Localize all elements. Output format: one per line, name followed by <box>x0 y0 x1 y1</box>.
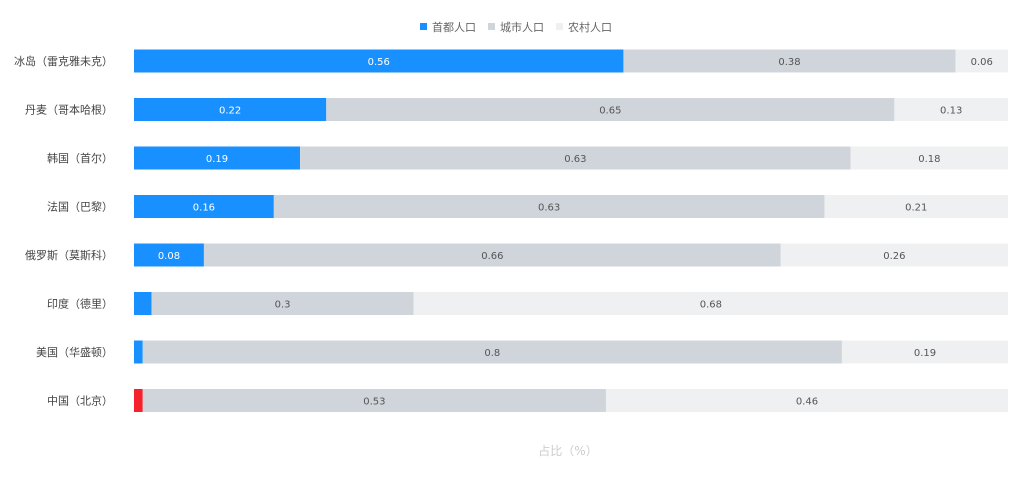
bar-segment[interactable] <box>841 340 1008 364</box>
data-label: 0.18 <box>918 154 940 165</box>
legend-swatch-2[interactable] <box>556 23 563 30</box>
legend-swatch-0[interactable] <box>420 23 427 30</box>
data-label: 0.63 <box>538 203 560 214</box>
legend-label-0[interactable]: 首都人口 <box>432 20 476 34</box>
data-label: 0.21 <box>905 203 927 214</box>
category-label: 丹麦（哥本哈根） <box>25 103 113 117</box>
category-axis: 冰岛（雷克雅未克） 丹麦（哥本哈根） 韩国（首尔） 法国（巴黎） 俄罗斯（莫斯科） 印度（… <box>14 54 113 408</box>
legend: 首都人口 城市人口 农村人口 <box>420 20 612 34</box>
category-label: 美国（华盛顿） <box>36 345 113 359</box>
bar-segment[interactable] <box>300 146 851 170</box>
category-label: 韩国（首尔） <box>47 151 113 165</box>
bar-segment[interactable] <box>134 146 301 170</box>
data-label: 0.46 <box>796 397 818 408</box>
bar-segment[interactable] <box>134 389 143 412</box>
data-label: 0.22 <box>219 106 241 117</box>
bar-segment[interactable] <box>326 98 895 121</box>
data-label: 0.16 <box>193 203 215 214</box>
data-label: 0.19 <box>206 154 228 165</box>
bar-segment[interactable] <box>151 292 414 315</box>
data-label: 0.56 <box>368 57 390 68</box>
data-label: 0.8 <box>484 348 500 359</box>
bar-segment[interactable] <box>134 49 624 73</box>
data-label: 0.66 <box>481 251 503 262</box>
legend-swatch-1[interactable] <box>488 23 495 30</box>
bar-segment[interactable] <box>850 146 1008 170</box>
x-axis-title: 占比（%） <box>538 443 597 458</box>
bar-segment[interactable] <box>142 340 842 364</box>
bar-segment[interactable] <box>134 340 143 364</box>
data-label: 0.68 <box>700 300 722 311</box>
bar-segment[interactable] <box>780 243 1008 267</box>
data-label: 0.19 <box>914 348 936 359</box>
bar-segment[interactable] <box>134 195 274 218</box>
legend-label-1[interactable]: 城市人口 <box>500 20 544 34</box>
data-label: 0.63 <box>564 154 586 165</box>
bar-segment[interactable] <box>134 292 152 315</box>
bar-segment[interactable] <box>894 98 1008 121</box>
plot-area: 0.56 0.38 0.06 0.22 0.65 0.13 0.19 0.63 0.18 0.16… <box>134 49 1008 412</box>
category-label: 中国（北京） <box>47 394 113 408</box>
category-label: 印度（德里） <box>47 297 113 311</box>
data-label: 0.65 <box>599 106 621 117</box>
category-label: 法国（巴黎） <box>47 200 113 214</box>
data-label: 0.53 <box>363 397 385 408</box>
data-label: 0.3 <box>275 300 291 311</box>
bar-segment[interactable] <box>134 243 204 267</box>
bar-segment[interactable] <box>273 195 825 218</box>
legend-label-2[interactable]: 农村人口 <box>568 20 612 34</box>
data-label: 0.08 <box>158 251 180 262</box>
category-label: 冰岛（雷克雅未克） <box>14 54 113 68</box>
data-label: 0.26 <box>883 251 905 262</box>
bar-segment[interactable] <box>203 243 781 267</box>
bar-segment[interactable] <box>413 292 1008 315</box>
data-label: 0.38 <box>778 57 800 68</box>
bar-segment[interactable] <box>142 389 606 412</box>
data-label: 0.13 <box>940 106 962 117</box>
bar-segment[interactable] <box>955 49 1008 73</box>
category-label: 俄罗斯（莫斯科） <box>25 248 113 262</box>
bar-segment[interactable] <box>623 49 956 73</box>
data-label: 0.06 <box>971 57 993 68</box>
bar-segment[interactable] <box>134 98 327 121</box>
bar-segment[interactable] <box>605 389 1008 412</box>
bar-segment[interactable] <box>824 195 1008 218</box>
